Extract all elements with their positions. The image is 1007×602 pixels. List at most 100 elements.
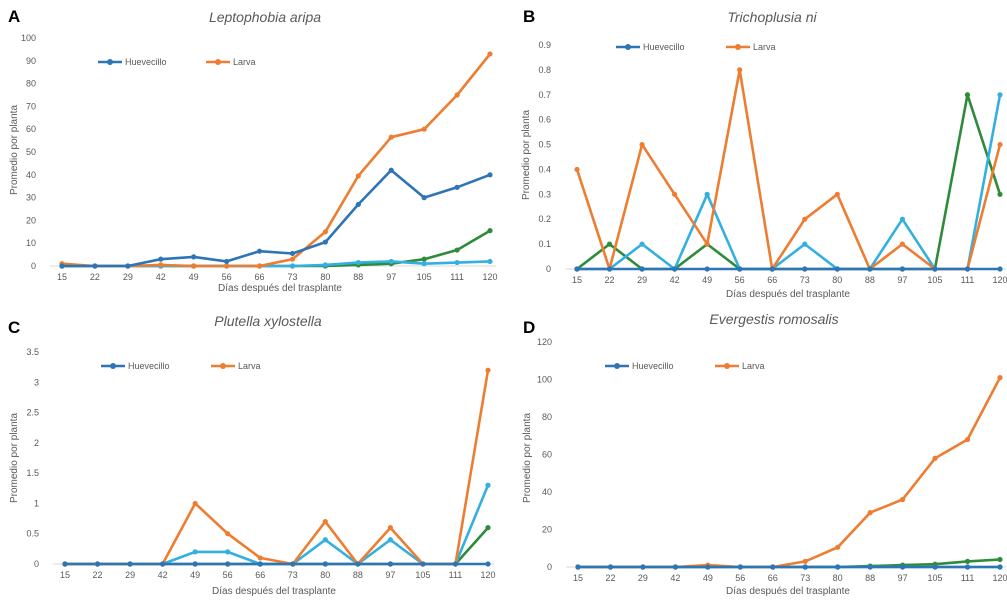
x-tick-label-b: 105 [927, 275, 942, 285]
x-tick-label-a: 15 [57, 272, 67, 282]
x-tick-label-b: 15 [572, 275, 582, 285]
legend-label-larva-c: Larva [238, 361, 261, 371]
series-line-larva-c [65, 369, 490, 566]
data-point-series-3-d [997, 556, 1003, 563]
data-point-huevecillo-c [94, 561, 101, 567]
legend-marker-huevecillo-d [614, 363, 620, 369]
data-point-larva-d [900, 496, 906, 503]
data-point-larva-c [225, 531, 231, 537]
data-point-series-4-b [997, 92, 1003, 98]
legend-marker-larva-c [220, 363, 226, 369]
data-point-larva-a [191, 263, 197, 269]
x-tick-label-b: 66 [767, 275, 777, 285]
data-point-huevecillo-c [290, 561, 296, 567]
x-tick-label-d: 73 [800, 573, 810, 583]
x-tick-label-b: 97 [897, 275, 907, 285]
panel-b: B Trichoplusia ni Promedio por planta Dí… [521, 7, 1007, 300]
x-tick-label-d: 22 [605, 573, 615, 583]
plot-area-d: 0 20 40 60 80 100 120 15 22 29 42 49 56 66 73 80 88 97 105… [537, 337, 1007, 583]
panel-letter-c: C [8, 318, 20, 337]
data-point-larva-d [964, 436, 971, 443]
data-point-huevecillo-d [997, 564, 1003, 570]
x-tick-label-d: 42 [670, 573, 680, 583]
x-tick-label-c: 88 [353, 570, 363, 580]
x-tick-label-a: 29 [123, 272, 133, 282]
data-point-larva-a [355, 173, 361, 179]
data-point-series-3-b [606, 241, 613, 247]
y-tick-label-b: 0.9 [538, 40, 551, 50]
data-point-huevecillo-b [899, 266, 905, 272]
x-tick-label-d: 66 [768, 573, 778, 583]
data-point-huevecillo-c [160, 561, 166, 567]
chart-title-b: Trichoplusia ni [727, 9, 817, 25]
y-axis-label-d: Promedio por planta [522, 413, 533, 503]
data-point-huevecillo-c [387, 561, 393, 567]
legend-marker-huevecillo-a [107, 59, 113, 65]
data-point-huevecillo-b [867, 266, 873, 272]
data-point-series-3-c [485, 525, 491, 531]
x-tick-label-b: 29 [637, 275, 647, 285]
x-tick-label-a: 49 [189, 272, 199, 282]
x-tick-label-a: 22 [90, 272, 100, 282]
panel-c: C Plutella xylostella Promedio por plant… [8, 313, 496, 597]
y-tick-label-a: 20 [26, 215, 36, 225]
data-point-huevecillo-b [802, 266, 808, 272]
y-tick-label-c: 3 [34, 377, 39, 387]
data-point-huevecillo-b [834, 266, 840, 272]
series-line-series-4-c [65, 484, 490, 566]
y-tick-label-d: 80 [542, 412, 552, 422]
y-tick-label-d: 120 [537, 337, 552, 347]
data-point-huevecillo-d [737, 564, 743, 570]
y-tick-label-d: 100 [537, 375, 552, 385]
x-tick-label-b: 120 [992, 275, 1007, 285]
data-point-huevecillo-c [225, 561, 231, 567]
data-point-larva-d [932, 455, 938, 461]
data-point-series-3-a [421, 256, 427, 262]
data-point-larva-d [835, 544, 841, 550]
data-point-larva-a [256, 263, 263, 269]
y-tick-label-b: 0.5 [538, 140, 551, 150]
data-point-series-4-a [388, 258, 394, 265]
data-point-larva-c [387, 525, 393, 531]
data-point-larva-a [224, 263, 230, 269]
x-tick-label-a: 97 [386, 272, 396, 282]
data-point-huevecillo-b [704, 266, 710, 272]
data-point-larva-b [672, 191, 678, 197]
y-tick-label-c: 1.5 [26, 468, 39, 478]
data-point-huevecillo-a [191, 254, 197, 260]
x-tick-label-d: 49 [703, 573, 713, 583]
x-tick-label-c: 97 [385, 570, 395, 580]
y-tick-label-a: 10 [26, 238, 36, 248]
x-tick-label-c: 42 [158, 570, 168, 580]
data-point-larva-c [192, 500, 198, 507]
y-tick-label-a: 50 [26, 147, 36, 157]
data-point-series-4-b [802, 241, 808, 247]
legend-marker-larva-d [724, 363, 730, 369]
y-axis-label-a: Promedio por planta [9, 105, 20, 195]
y-tick-label-b: 0.4 [538, 164, 551, 174]
data-point-larva-b [834, 191, 840, 197]
x-tick-label-c: 105 [415, 570, 430, 580]
data-point-huevecillo-d [640, 564, 646, 570]
data-point-huevecillo-c [420, 561, 426, 567]
panel-d: D Evergestis romosalis Promedio por plan… [522, 311, 1007, 597]
data-point-huevecillo-a [388, 167, 394, 173]
series-line-larva-b [575, 68, 1002, 271]
data-point-huevecillo-a [256, 248, 263, 254]
legend-marker-huevecillo-c [110, 363, 116, 369]
x-tick-label-a: 66 [255, 272, 265, 282]
y-tick-label-a: 80 [26, 79, 36, 89]
y-tick-label-d: 0 [547, 562, 552, 572]
data-point-series-3-a [454, 247, 460, 253]
x-tick-label-a: 56 [222, 272, 232, 282]
x-axis-label-b: Días después del trasplante [726, 289, 850, 300]
x-axis-label-c: Días después del trasplante [212, 586, 336, 597]
series-line-series-3-c [65, 526, 489, 566]
legend-label-huevecillo-c: Huevecillo [128, 361, 170, 371]
data-point-huevecillo-b [964, 266, 971, 272]
series-line-larva-d [578, 376, 1002, 569]
x-tick-label-c: 80 [320, 570, 330, 580]
data-point-series-3-b [997, 191, 1003, 197]
x-tick-label-b: 80 [832, 275, 842, 285]
data-point-series-4-b [704, 191, 710, 197]
